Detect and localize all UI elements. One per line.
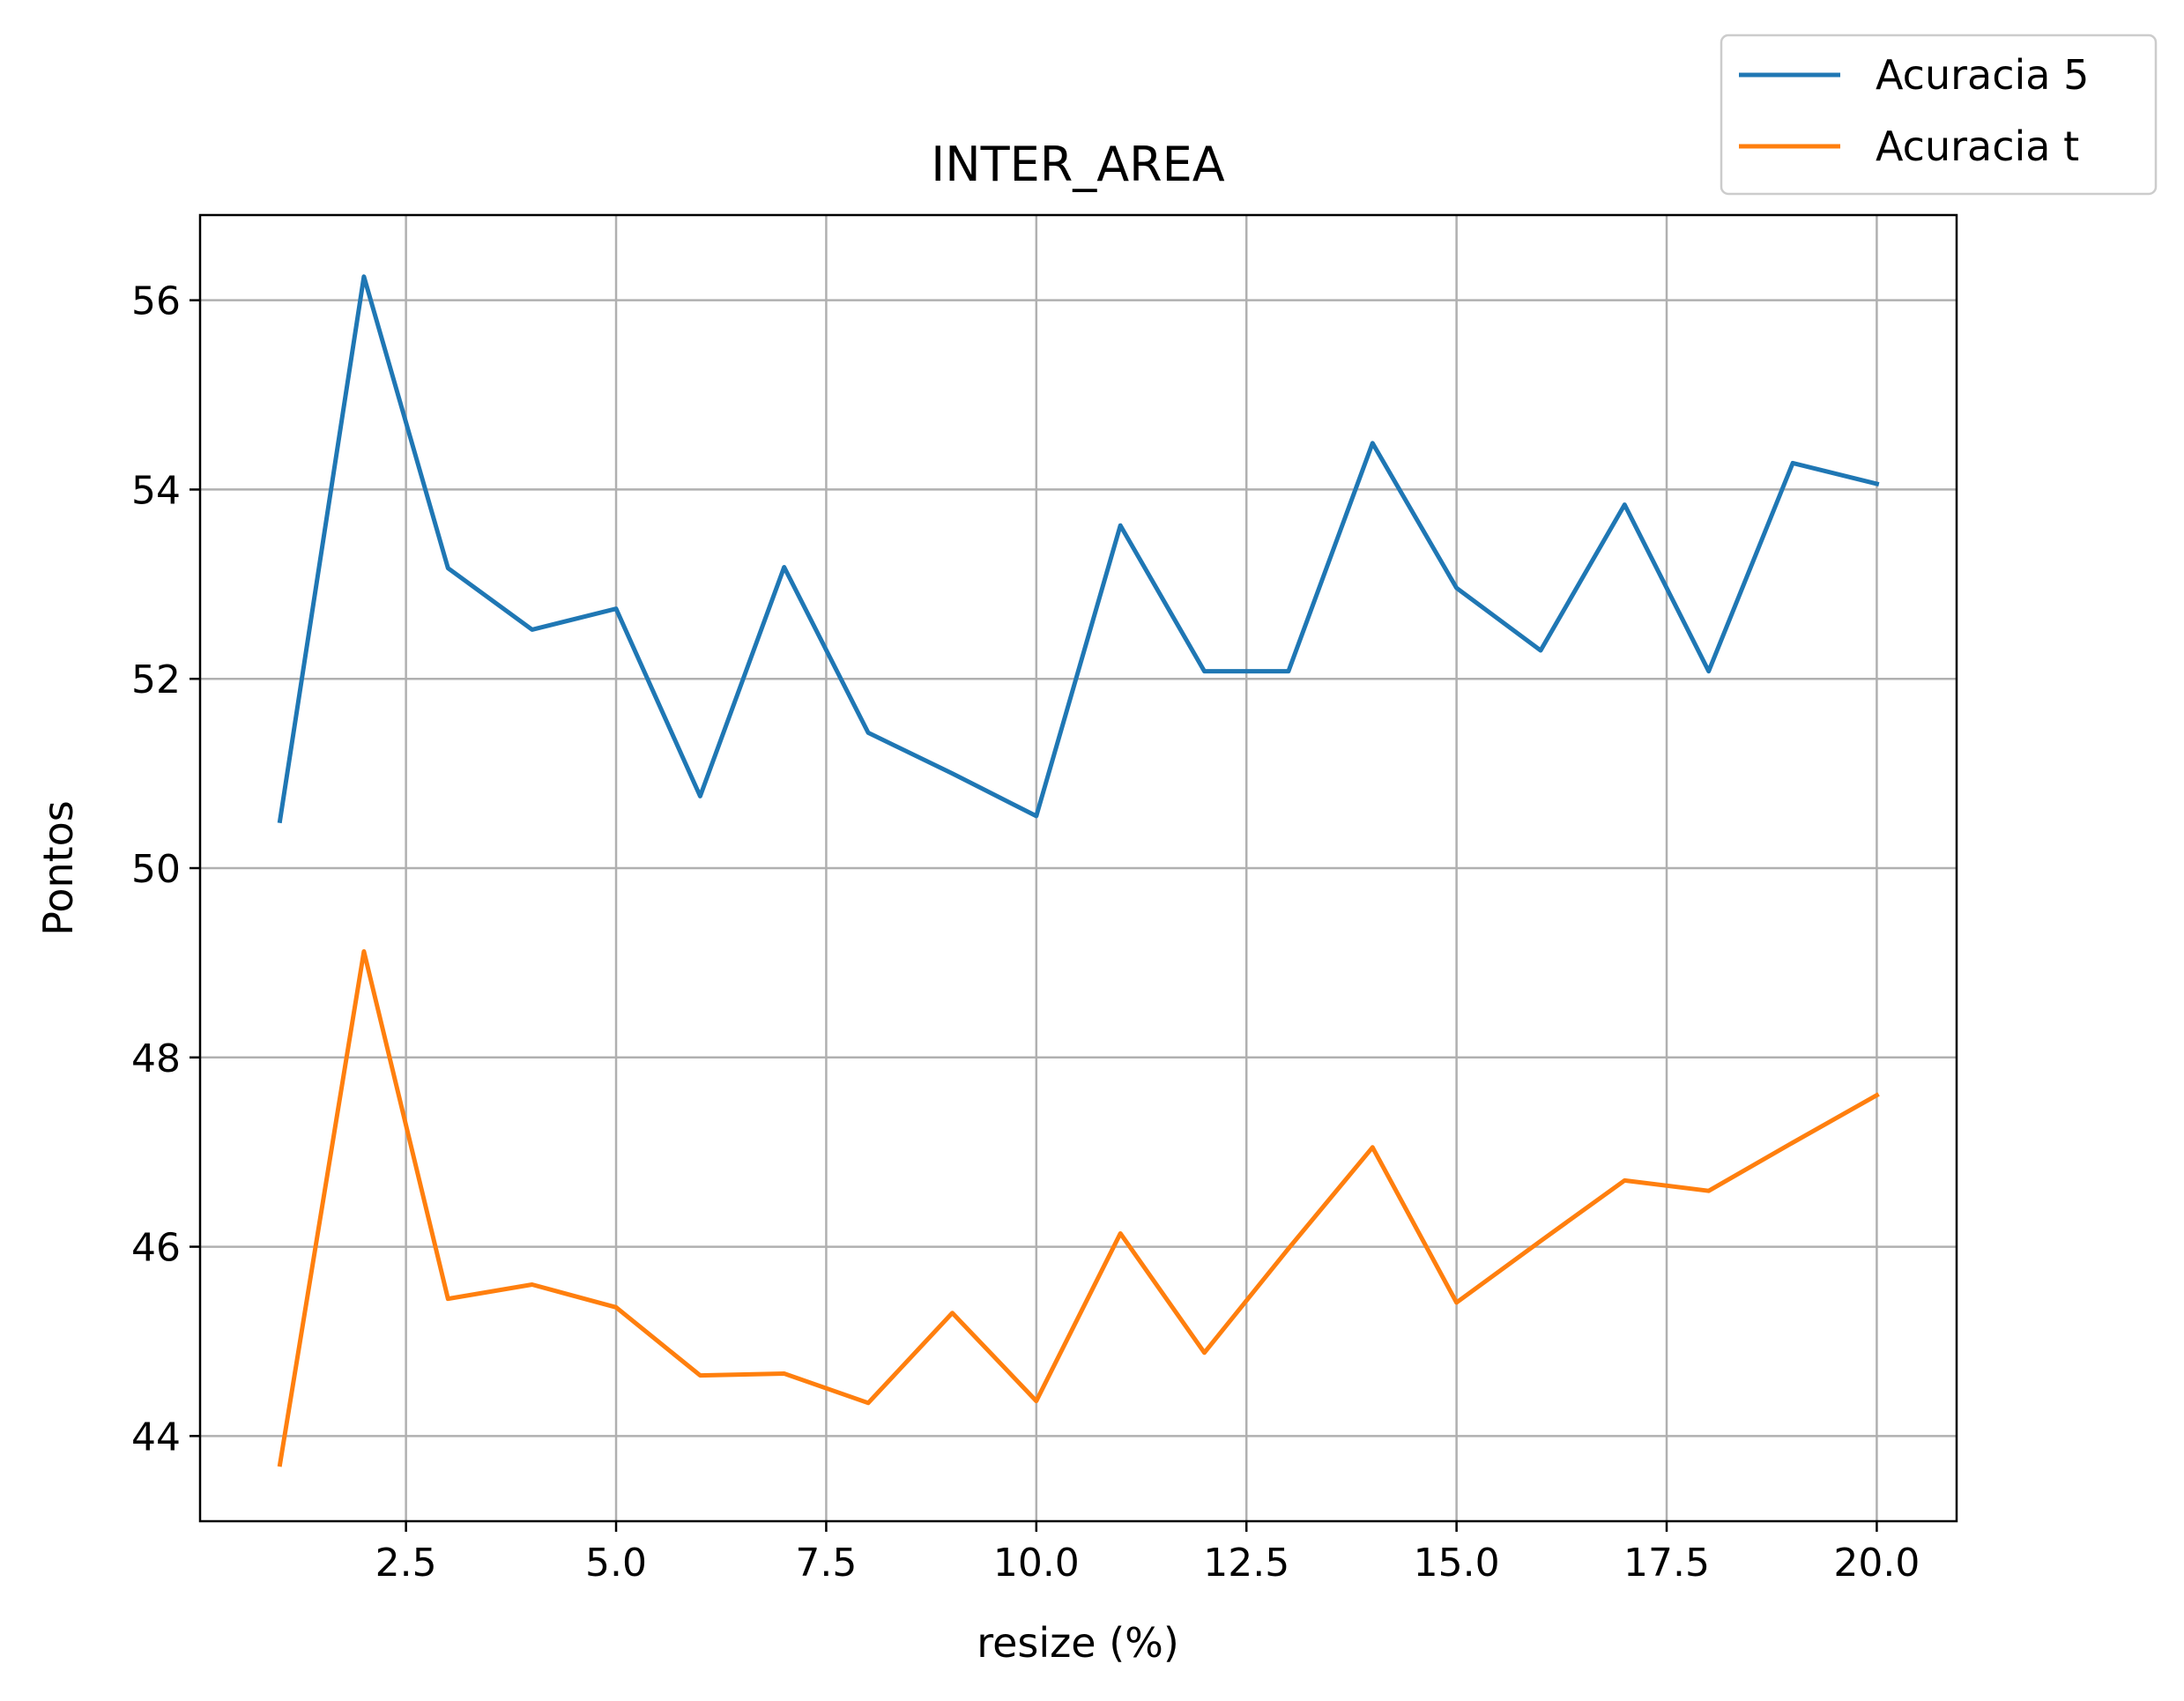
grid-lines [200, 215, 1957, 1521]
y-axis-label: Pontos [34, 800, 82, 936]
y-tick-label: 48 [131, 1036, 181, 1081]
x-tick-label: 17.5 [1623, 1541, 1710, 1586]
legend-label-acuracia-t: Acuracia t [1876, 123, 2079, 170]
series-line-acuracia-5 [277, 274, 1880, 824]
y-tick-label: 44 [131, 1415, 181, 1460]
x-axis-label: resize (%) [977, 1619, 1179, 1667]
y-tick-label: 52 [131, 657, 181, 702]
chart-title: INTER_AREA [931, 137, 1225, 192]
x-tick-label: 10.0 [993, 1541, 1080, 1586]
x-tick-label: 15.0 [1414, 1541, 1500, 1586]
series-line-acuracia-t [277, 949, 1880, 1467]
x-axis-ticks: 2.5 5.0 7.5 10.0 12.5 15.0 17.5 20.0 [375, 1521, 1920, 1586]
y-tick-label: 46 [131, 1226, 181, 1271]
series-lines [277, 274, 1880, 1467]
x-tick-label: 20.0 [1833, 1541, 1920, 1586]
x-tick-label: 12.5 [1203, 1541, 1289, 1586]
y-tick-label: 56 [131, 279, 181, 324]
x-tick-label: 2.5 [375, 1541, 437, 1586]
y-tick-label: 54 [131, 468, 181, 513]
y-tick-label: 50 [131, 847, 181, 892]
y-axis-ticks: 44 46 48 50 52 54 56 [131, 279, 200, 1460]
x-tick-label: 5.0 [585, 1541, 647, 1586]
legend: Acuracia 5 Acuracia t [1720, 33, 2158, 196]
x-tick-label: 7.5 [795, 1541, 857, 1586]
legend-label-acuracia-5: Acuracia 5 [1876, 51, 2089, 99]
